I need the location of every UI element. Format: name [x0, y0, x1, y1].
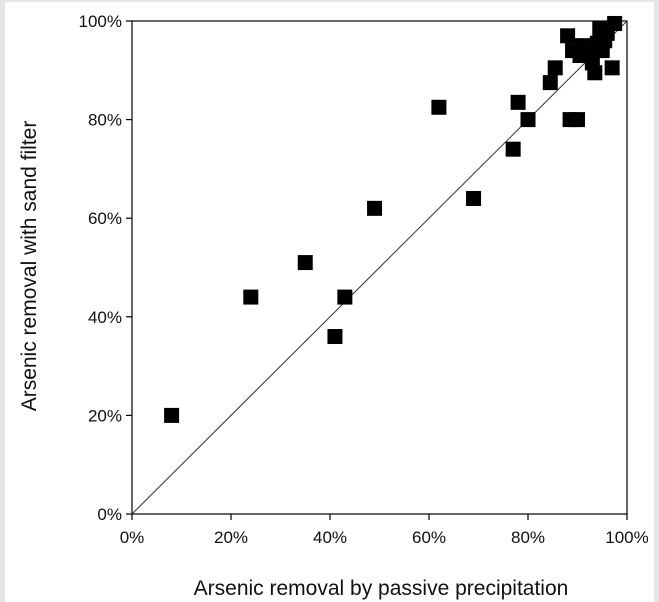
y-axis-title: Arsenic removal with sand filter: [18, 121, 41, 412]
data-point: [543, 75, 558, 90]
data-point: [511, 95, 526, 110]
x-tick-label: 40%: [313, 528, 347, 547]
y-tick-label: 80%: [88, 111, 122, 130]
data-point: [243, 290, 258, 305]
data-point: [506, 142, 521, 157]
x-tick-label: 20%: [214, 528, 248, 547]
x-axis-ticks: 0% 20% 40% 60% 80% 100%: [120, 514, 649, 547]
data-point: [164, 408, 179, 423]
x-tick-label: 80%: [511, 528, 545, 547]
data-point: [587, 65, 602, 80]
data-point: [570, 112, 585, 127]
data-point: [367, 201, 382, 216]
data-point: [431, 100, 446, 115]
data-point: [466, 191, 481, 206]
y-tick-label: 20%: [88, 406, 122, 425]
data-point: [605, 60, 620, 75]
data-point: [548, 60, 563, 75]
scatter-chart: 0% 20% 40% 60% 80% 100% 0% 20% 40% 60% 80% 100% Ar…: [5, 2, 659, 602]
x-axis-title: Arsenic removal by passive precipitation: [194, 577, 569, 600]
data-point: [607, 16, 622, 31]
data-point: [337, 290, 352, 305]
y-tick-label: 60%: [88, 209, 122, 228]
y-axis-ticks: 0% 20% 40% 60% 80% 100%: [79, 12, 132, 524]
data-point: [327, 329, 342, 344]
data-point: [521, 112, 536, 127]
y-tick-label: 100%: [79, 12, 122, 31]
x-tick-label: 0%: [120, 528, 145, 547]
y-tick-label: 40%: [88, 308, 122, 327]
x-tick-label: 100%: [605, 528, 648, 547]
y-tick-label: 0%: [97, 505, 122, 524]
data-point: [560, 28, 575, 43]
data-point: [298, 255, 313, 270]
x-tick-label: 60%: [412, 528, 446, 547]
